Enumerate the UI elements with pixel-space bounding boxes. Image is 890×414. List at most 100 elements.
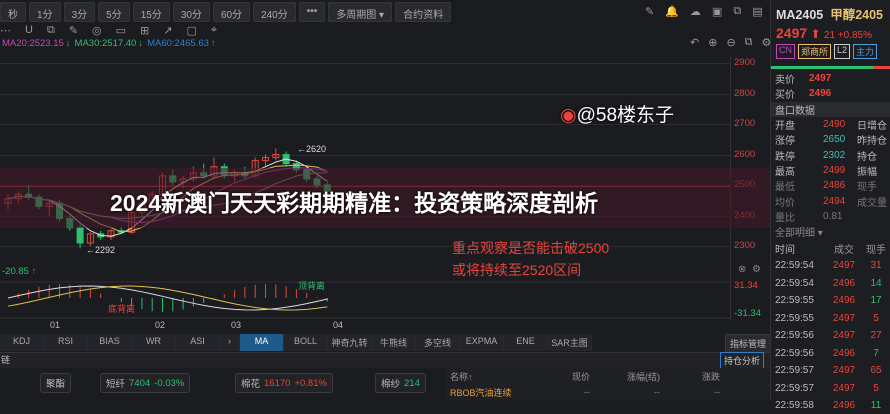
period-button[interactable]: 秒 (0, 2, 26, 22)
toolbar-icon[interactable]: ✎ (645, 6, 655, 18)
chain-node[interactable]: 棉纱 214 (375, 373, 426, 393)
trade-price: 2497 (832, 260, 856, 272)
tool-icon[interactable]: ⧉ (46, 24, 55, 36)
chain-node[interactable]: 聚酯 (40, 373, 72, 393)
indicator-tab[interactable]: BOLL (284, 334, 328, 351)
indicator-tab[interactable]: ASI (176, 334, 220, 351)
chain-node[interactable]: 短纤 7404 -0.03% (100, 373, 191, 393)
stat-row: 涨停 2650 昨持仓 (771, 132, 890, 147)
low-label: ←2292 (86, 245, 115, 255)
date-tick: 01 (50, 320, 61, 330)
price-tick: 2600 (734, 148, 756, 160)
indicator-tab[interactable]: 神奇九转 (328, 334, 372, 351)
period-button[interactable]: 1分 (29, 2, 61, 22)
zoom-icon[interactable]: ⊕ (708, 37, 718, 49)
bid-label: 买价 (775, 90, 795, 102)
column-header[interactable]: 涨跌 (701, 371, 720, 382)
trade-row: 22:59:55 2497 5 (771, 309, 890, 327)
period-button[interactable]: 5分 (98, 2, 130, 22)
indicator-tab[interactable]: WR (132, 334, 176, 351)
period-button[interactable]: 15分 (132, 2, 170, 22)
chain-node-change: -0.03% (154, 377, 185, 389)
detail-dropdown[interactable]: 全部明细 ▾ (775, 228, 823, 240)
tool-icon[interactable]: U (25, 24, 33, 36)
weibo-logo-icon: ◉ (560, 105, 577, 126)
high-label: ←2620 (297, 144, 326, 154)
zoom-icon[interactable]: ⧉ (744, 36, 753, 48)
vol-ratio: 0.81 (823, 210, 843, 222)
trade-volume: 11 (870, 400, 882, 412)
tool-icon[interactable]: ✎ (68, 25, 79, 37)
trade-time: 22:59:56 (775, 330, 814, 342)
period-button[interactable]: 3分 (63, 2, 96, 22)
vol-ratio-row: 量比 0.81 (771, 209, 890, 224)
toolbar-icon[interactable]: ▣ (711, 6, 723, 18)
tag-badge: 郑商所 (798, 44, 832, 59)
period-button[interactable]: 合约资料 (395, 2, 452, 22)
tool-icon[interactable]: ▭ (115, 25, 127, 37)
indicator-tab[interactable]: KDJ (0, 334, 44, 351)
column-header[interactable]: 涨幅(结) (627, 371, 660, 382)
table-cell[interactable]: RBOB汽油连续 (450, 387, 512, 398)
period-button[interactable]: 60分 (212, 2, 251, 22)
stat-row: 最高 2499 振幅 (771, 163, 890, 178)
trade-price: 2497 (832, 382, 856, 394)
indicator-tab[interactable]: 牛熊线 (372, 334, 416, 351)
indicator-tab[interactable]: ENE (504, 334, 548, 351)
indicator-tab[interactable]: BIAS (88, 334, 132, 351)
chain-node[interactable]: 棉花 16170 +0.81% (235, 373, 333, 393)
indicator-tab[interactable]: 多空线 (416, 334, 460, 351)
tool-icon[interactable]: ⋯ (0, 25, 11, 37)
stat-label: 昨持仓 (857, 136, 887, 148)
stat-value: 2494 (823, 195, 846, 207)
column-header[interactable]: 名称↑ (450, 371, 473, 382)
table-cell: -- (714, 387, 720, 397)
chain-label: 链 (1, 355, 11, 365)
zoom-icon[interactable]: ⊖ (726, 37, 736, 49)
stat-row: 均价 2494 成交量 (771, 193, 890, 209)
indicator-tab[interactable]: SAR主图 (548, 334, 592, 351)
tool-icon[interactable]: ⊞ (140, 25, 150, 37)
zoom-icon[interactable]: ⚙ (761, 37, 772, 49)
tool-icon[interactable]: ▢ (186, 25, 197, 37)
trade-header-row: 时间 成交 现手 (771, 239, 890, 257)
zoom-icon[interactable]: ↶ (690, 37, 700, 49)
gridline (0, 154, 730, 156)
macd-line (7, 285, 328, 311)
contracts-table: 名称↑ 现价 涨幅(结) 涨跌 RBOB汽油连续 -- -- -- (445, 368, 770, 400)
toolbar-icon[interactable]: ⧉ (733, 5, 742, 17)
stat-value: 2650 (823, 134, 846, 146)
quote-panel: MA2405 甲醇2405 2497 ⬆ 21 +0.85% CN 郑商所 L2 主力… (770, 0, 890, 411)
toolbar-icon[interactable]: ▤ (752, 6, 763, 18)
stat-label: 现手 (857, 182, 877, 194)
period-button[interactable]: 30分 (172, 2, 210, 22)
trade-volume: 5 (873, 382, 879, 394)
column-header[interactable]: 现价 (571, 371, 590, 382)
annotation-1: 重点观察是否能击破2500 (452, 240, 610, 256)
stat-value: 2486 (823, 180, 846, 192)
tool-icon[interactable]: ↗ (163, 25, 173, 37)
indicator-tab[interactable]: RSI (44, 334, 88, 351)
trade-time: 22:59:57 (775, 365, 814, 377)
indicator-manage-button[interactable]: 指标管理 (725, 334, 772, 353)
table-header: 名称↑ 现价 涨幅(结) 涨跌 (445, 368, 770, 384)
period-button[interactable]: 240分 (253, 2, 296, 22)
period-button[interactable]: 多周期图 ▾ (328, 2, 393, 22)
indicator-settings-icon[interactable]: ⚙ (752, 264, 761, 275)
period-button[interactable]: ••• (298, 2, 326, 22)
indicator-close-icon[interactable]: ⊗ (738, 264, 747, 275)
trade-volume: 7 (873, 347, 879, 359)
indicator-tab[interactable]: EXPMA (460, 334, 504, 351)
tool-icon[interactable]: ⌖ (210, 24, 218, 36)
tool-icon[interactable]: ◎ (92, 25, 102, 37)
stat-label: 涨停 (775, 136, 795, 148)
toolbar-icon[interactable]: ☁ (689, 6, 701, 18)
stat-label: 持仓 (857, 151, 877, 163)
position-analysis-button[interactable]: 持仓分析 (720, 352, 765, 369)
toolbar-icon[interactable]: 🔔 (665, 6, 679, 18)
vol-ratio-label: 量比 (775, 212, 795, 224)
indicator-tab[interactable]: MA (240, 334, 284, 351)
indicator-tab[interactable]: › (220, 334, 240, 351)
trade-row: 22:59:57 2497 5 (771, 379, 890, 397)
